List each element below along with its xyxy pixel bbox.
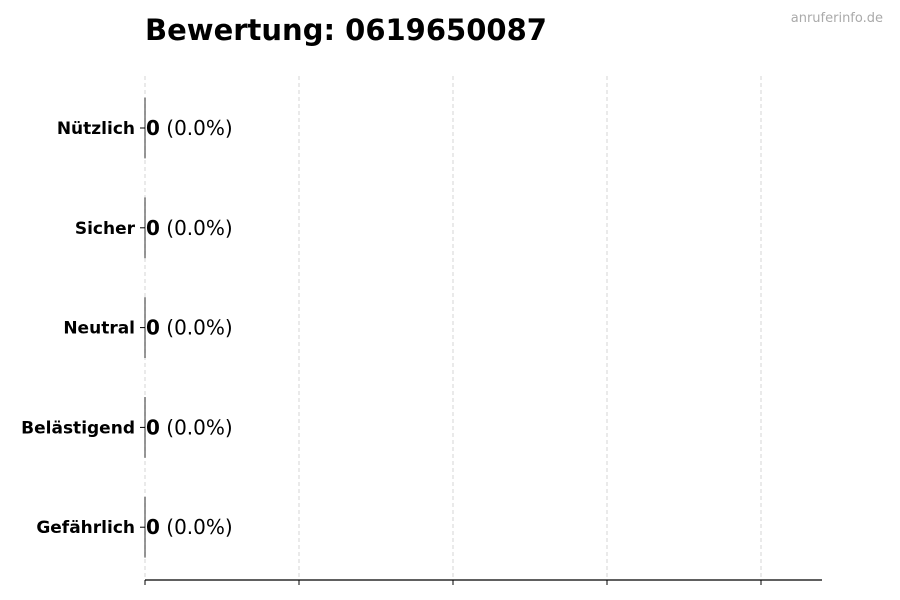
percent-label: (0.0%) <box>160 216 233 240</box>
percent-label: (0.0%) <box>160 116 233 140</box>
data-label: 0 (0.0%) <box>146 116 233 140</box>
y-tick-label: Nützlich <box>57 119 135 139</box>
value-label: 0 <box>146 316 160 340</box>
data-label: 0 (0.0%) <box>146 216 233 240</box>
watermark: anruferinfo.de <box>791 11 883 26</box>
value-label: 0 <box>146 116 160 140</box>
percent-label: (0.0%) <box>160 515 233 539</box>
chart-title: Bewertung: 0619650087 <box>145 13 547 47</box>
y-tick-label: Gefährlich <box>36 518 135 538</box>
data-label: 0 (0.0%) <box>146 316 233 340</box>
y-tick-label: Belästigend <box>21 418 135 438</box>
y-tick-label: Neutral <box>63 319 135 339</box>
value-label: 0 <box>146 216 160 240</box>
percent-label: (0.0%) <box>160 316 233 340</box>
data-label: 0 (0.0%) <box>146 415 233 439</box>
value-label: 0 <box>146 415 160 439</box>
data-label: 0 (0.0%) <box>146 515 233 539</box>
y-tick-label: Sicher <box>75 219 136 239</box>
value-label: 0 <box>146 515 160 539</box>
percent-label: (0.0%) <box>160 415 233 439</box>
